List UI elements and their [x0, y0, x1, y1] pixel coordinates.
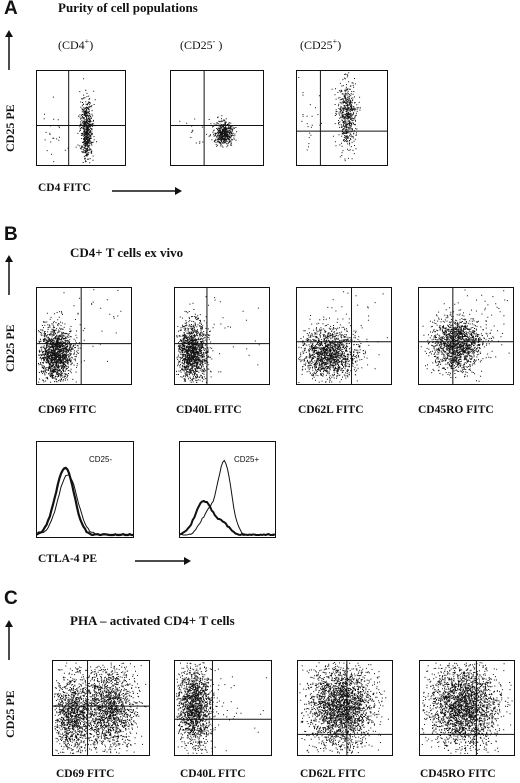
scatter-plot — [170, 70, 264, 166]
panel-b-x-label-cd62l: CD62L FITC — [298, 404, 364, 416]
scatter-plot — [419, 660, 515, 756]
arrow-up-icon — [5, 255, 13, 295]
panel-b-hist-x-label: CTLA-4 PE — [38, 553, 98, 565]
panel-a-y-label: CD25 PE — [3, 104, 17, 152]
scatter-plot — [297, 660, 393, 756]
panel-b-x-label-cd69: CD69 FITC — [38, 404, 97, 416]
scatter-plot — [36, 70, 126, 166]
panel-a-plot-label-cd25-pos: (CD25+) — [300, 37, 342, 52]
panel-b-x-label-cd40l: CD40L FITC — [176, 404, 242, 416]
panel-a-title: Purity of cell populations — [58, 0, 198, 15]
panel-c-x-label-cd40l: CD40L FITC — [180, 768, 246, 780]
panel-b-title: CD4+ T cells ex vivo — [70, 245, 184, 260]
scatter-plot — [296, 70, 388, 166]
scatter-plot — [52, 660, 150, 756]
panel-letter-c: C — [4, 588, 18, 609]
panel-b-y-label: CD25 PE — [3, 324, 17, 372]
scatter-plot — [418, 287, 514, 385]
scatter-plot — [36, 287, 132, 385]
arrow-up-icon — [5, 30, 13, 70]
histogram-label-cd25-pos: CD25+ — [234, 455, 260, 464]
panel-c-x-label-cd69: CD69 FITC — [56, 768, 115, 780]
scatter-plot — [296, 287, 392, 385]
panel-a-plot-label-cd4: (CD4+) — [58, 37, 94, 52]
panel-c-title: PHA – activated CD4+ T cells — [70, 613, 235, 628]
histogram-label-cd25-neg: CD25- — [89, 455, 113, 464]
panel-c-x-label-cd45ro: CD45RO FITC — [420, 768, 496, 780]
arrow-right-icon — [112, 187, 182, 195]
panel-b-x-label-cd45ro: CD45RO FITC — [418, 404, 494, 416]
scatter-plot — [174, 660, 272, 756]
panel-c-x-label-cd62l: CD62L FITC — [300, 768, 366, 780]
panel-a-x-label: CD4 FITC — [38, 182, 91, 194]
panel-letter-b: B — [4, 224, 18, 245]
arrow-right-icon — [135, 557, 191, 565]
scatter-plot — [174, 287, 270, 385]
histogram-cd25-neg: CD25- — [36, 441, 134, 538]
panel-c-y-label: CD25 PE — [3, 690, 17, 738]
panel-a-plot-label-cd25-neg: (CD25- ) — [180, 37, 223, 52]
panel-letter-a: A — [4, 0, 18, 19]
histogram-cd25-pos: CD25+ — [179, 441, 276, 538]
arrow-up-icon — [5, 620, 13, 660]
